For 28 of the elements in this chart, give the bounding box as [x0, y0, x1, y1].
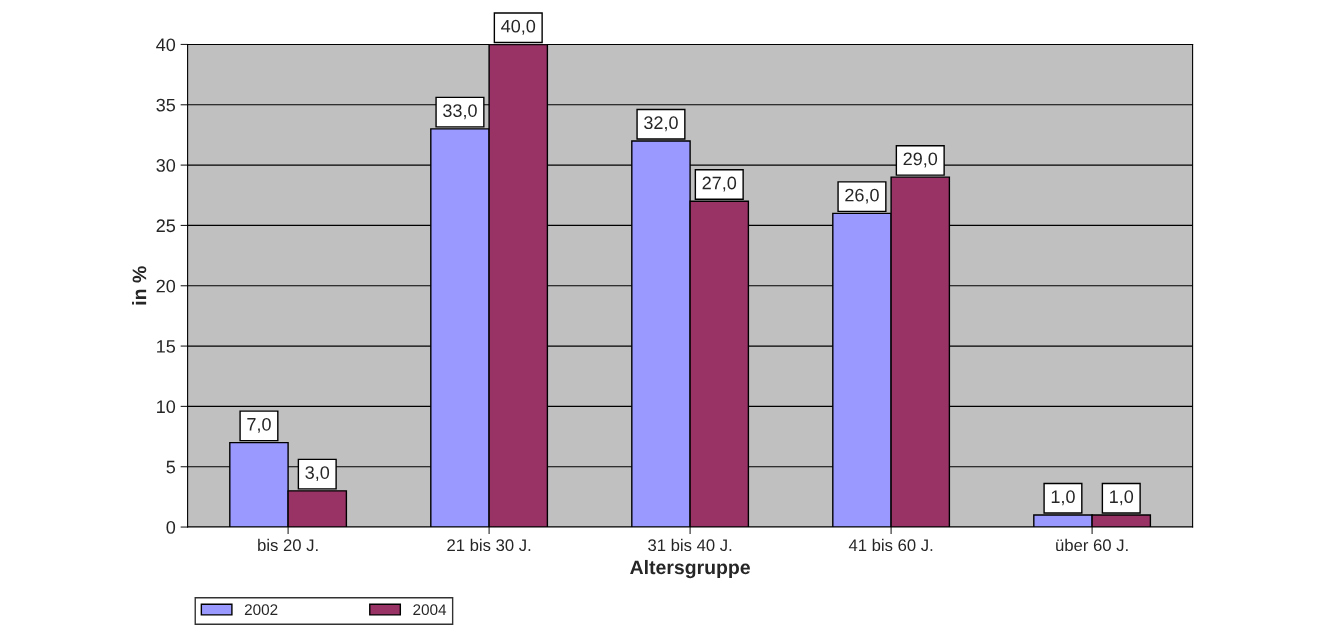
y-tick-label: 40	[156, 38, 176, 52]
y-tick-label: 30	[156, 159, 176, 172]
data-label: 27,0	[702, 176, 737, 192]
y-axis-title: in %	[132, 266, 147, 305]
data-label: 40,0	[501, 19, 536, 35]
x-tick-label: 31 bis 40 J.	[648, 538, 732, 552]
legend-label: 2004	[413, 604, 447, 616]
y-tick-label: 25	[156, 219, 176, 233]
y-tick-label: 35	[156, 98, 176, 112]
x-tick-label: 41 bis 60 J.	[848, 538, 933, 552]
x-tick-label: bis 20 J.	[258, 538, 318, 552]
y-tick-label: 20	[156, 279, 176, 293]
y-tick-label: 5	[166, 460, 176, 474]
data-label: 26,0	[845, 188, 879, 204]
y-tick-label: 10	[157, 400, 176, 414]
data-label: 32,0	[644, 116, 678, 132]
data-label: 7,0	[247, 417, 271, 433]
x-tick-label: über 60 J.	[1056, 538, 1128, 552]
data-label: 33,0	[443, 104, 477, 120]
data-label: 1,0	[1110, 490, 1134, 506]
x-axis-title: Altersgruppe	[630, 559, 750, 579]
y-tick-label: 15	[157, 340, 176, 353]
x-tick-label: 21 bis 30 J.	[447, 538, 531, 552]
legend-label: 2002	[244, 604, 278, 616]
data-label: 1,0	[1051, 490, 1075, 506]
data-label: 3,0	[305, 466, 330, 482]
y-tick-label: 0	[166, 520, 176, 534]
data-label: 29,0	[903, 152, 938, 168]
